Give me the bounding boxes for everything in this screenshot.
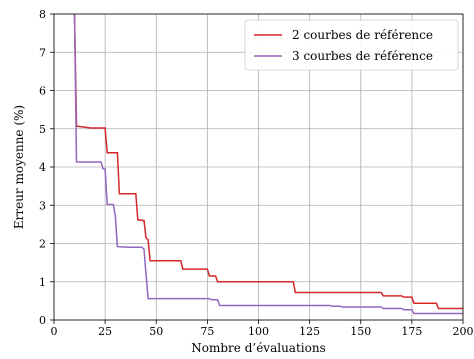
x-tick-label: 200 [453,325,474,338]
series-line-2 [73,13,463,315]
y-tick-label: 6 [39,85,46,98]
legend-label-1: 2 courbes de référence [292,28,433,42]
legend-box [244,19,459,71]
x-tick-label: 150 [350,325,371,338]
y-tick-label: 7 [39,46,46,59]
y-tick-label: 3 [39,199,46,212]
legend-label-2: 3 courbes de référence [292,49,433,63]
series-lines [73,13,463,315]
x-tick-label: 125 [299,325,320,338]
axis-ticks: 0 25 50 75 100 125 150 175 200 0 1 2 3 4 5 6 7 8 [39,8,474,338]
x-tick-label: 25 [98,325,112,338]
x-tick-label: 175 [401,325,422,338]
x-tick-label: 75 [200,325,214,338]
y-tick-label: 4 [39,161,46,174]
x-tick-label: 50 [149,325,163,338]
x-tick-label: 0 [51,325,58,338]
y-tick-label: 2 [39,238,46,251]
x-tick-label: 100 [248,325,269,338]
y-tick-label: 5 [39,123,46,136]
y-tick-label: 1 [39,276,46,289]
legend: 2 courbes de référence 3 courbes de référ… [244,19,459,71]
y-axis-label: Erreur moyenne (%) [12,105,26,229]
y-tick-label: 0 [39,314,46,327]
x-axis-label: Nombre d’évaluations [191,341,325,355]
series-line-1 [73,13,463,310]
y-tick-label: 8 [39,8,46,21]
